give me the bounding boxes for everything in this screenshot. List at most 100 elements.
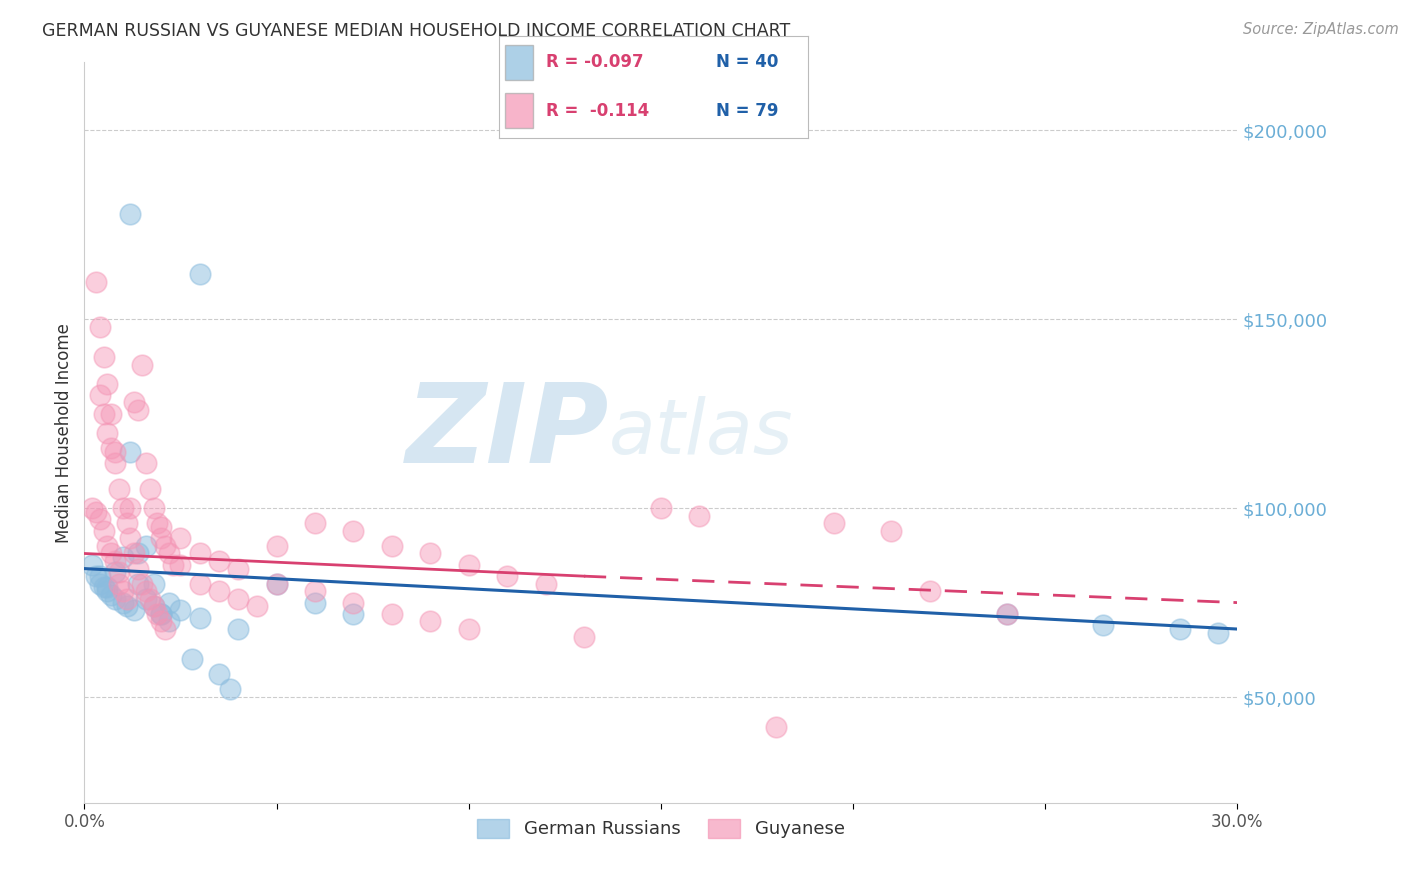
- Point: [104, 566, 127, 580]
- Point: [96, 581, 118, 595]
- Point: [80, 501, 103, 516]
- Point: [342, 607, 364, 621]
- Point: [84, 275, 107, 289]
- Point: [124, 395, 146, 409]
- Point: [650, 501, 672, 516]
- Point: [765, 720, 787, 734]
- Bar: [505, 93, 533, 128]
- Point: [169, 603, 191, 617]
- Point: [226, 622, 249, 636]
- Point: [135, 456, 157, 470]
- Point: [135, 539, 157, 553]
- Point: [169, 532, 191, 546]
- Point: [104, 456, 127, 470]
- Point: [93, 350, 115, 364]
- Point: [142, 599, 165, 614]
- Text: GERMAN RUSSIAN VS GUYANESE MEDIAN HOUSEHOLD INCOME CORRELATION CHART: GERMAN RUSSIAN VS GUYANESE MEDIAN HOUSEH…: [42, 22, 790, 40]
- Point: [342, 524, 364, 538]
- Point: [108, 576, 131, 591]
- Point: [124, 603, 146, 617]
- Point: [219, 682, 242, 697]
- Point: [120, 532, 142, 546]
- Point: [135, 584, 157, 599]
- Point: [108, 566, 131, 580]
- Point: [188, 610, 211, 624]
- Point: [142, 501, 165, 516]
- Point: [111, 584, 134, 599]
- Point: [157, 596, 180, 610]
- Point: [169, 558, 191, 572]
- Point: [419, 615, 441, 629]
- Point: [246, 599, 269, 614]
- Point: [226, 591, 249, 606]
- Point: [823, 516, 845, 531]
- Point: [138, 591, 160, 606]
- Point: [1206, 625, 1229, 640]
- Point: [115, 599, 138, 614]
- Point: [1168, 622, 1191, 636]
- Point: [142, 599, 165, 614]
- Point: [266, 539, 288, 553]
- Text: ZIP: ZIP: [405, 379, 609, 486]
- Point: [131, 576, 153, 591]
- Point: [150, 532, 173, 546]
- Legend: German Russians, Guyanese: German Russians, Guyanese: [470, 812, 852, 846]
- Point: [162, 558, 184, 572]
- Point: [89, 388, 111, 402]
- Point: [100, 547, 122, 561]
- Point: [111, 596, 134, 610]
- Point: [995, 607, 1018, 621]
- Point: [918, 584, 941, 599]
- Point: [111, 501, 134, 516]
- Point: [208, 584, 231, 599]
- Point: [146, 607, 169, 621]
- Point: [100, 441, 122, 455]
- Text: R = -0.097: R = -0.097: [546, 54, 643, 71]
- Point: [120, 206, 142, 220]
- Point: [188, 576, 211, 591]
- Point: [96, 584, 118, 599]
- Bar: [505, 45, 533, 79]
- Point: [104, 554, 127, 568]
- Point: [93, 407, 115, 421]
- Point: [304, 596, 326, 610]
- Point: [127, 561, 149, 575]
- Point: [108, 483, 131, 497]
- Point: [150, 520, 173, 534]
- Point: [181, 652, 204, 666]
- Point: [120, 444, 142, 458]
- Point: [208, 667, 231, 681]
- Point: [89, 319, 111, 334]
- Point: [381, 539, 404, 553]
- Point: [84, 569, 107, 583]
- Point: [100, 407, 122, 421]
- Point: [120, 501, 142, 516]
- Point: [1091, 618, 1114, 632]
- Point: [84, 505, 107, 519]
- Text: N = 40: N = 40: [716, 54, 778, 71]
- Point: [150, 615, 173, 629]
- Text: N = 79: N = 79: [716, 102, 778, 120]
- Point: [127, 403, 149, 417]
- Point: [157, 615, 180, 629]
- Point: [419, 547, 441, 561]
- Point: [153, 622, 176, 636]
- Point: [534, 576, 557, 591]
- Point: [127, 547, 149, 561]
- Point: [96, 376, 118, 391]
- Point: [150, 607, 173, 621]
- Point: [93, 581, 115, 595]
- Point: [146, 516, 169, 531]
- Point: [124, 547, 146, 561]
- Y-axis label: Median Household Income: Median Household Income: [55, 323, 73, 542]
- Point: [142, 576, 165, 591]
- Point: [80, 558, 103, 572]
- Point: [89, 569, 111, 583]
- Point: [89, 576, 111, 591]
- Point: [208, 554, 231, 568]
- Point: [880, 524, 903, 538]
- Point: [304, 584, 326, 599]
- Text: R =  -0.114: R = -0.114: [546, 102, 648, 120]
- Point: [150, 607, 173, 621]
- Point: [226, 561, 249, 575]
